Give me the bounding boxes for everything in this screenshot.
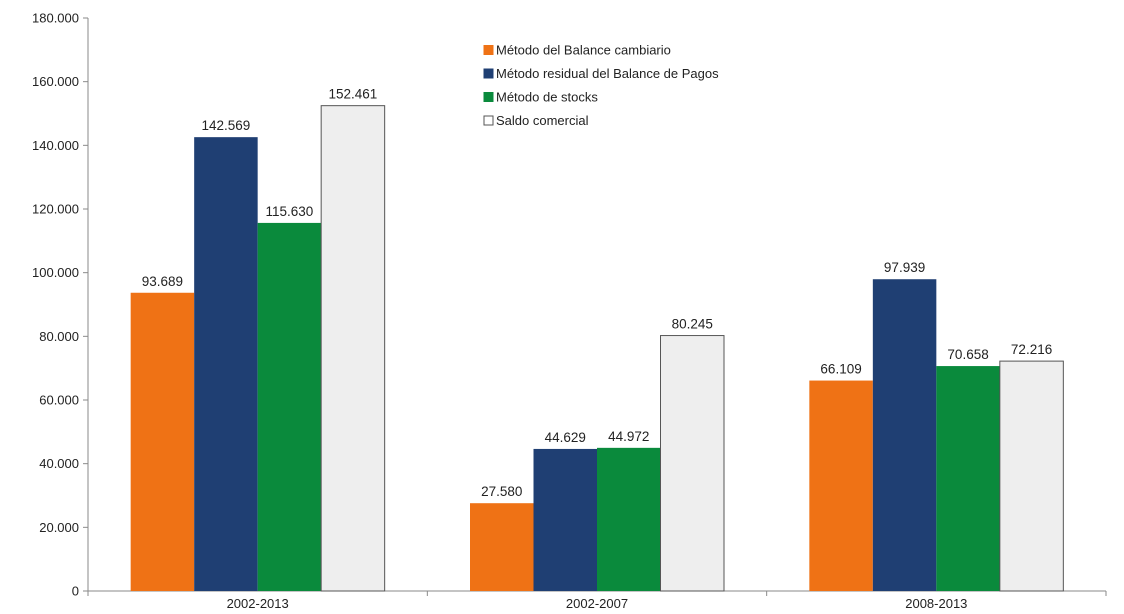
bar xyxy=(809,380,873,591)
legend-swatch xyxy=(483,115,494,126)
y-tick-label: 60.000 xyxy=(39,393,79,408)
y-tick-label: 80.000 xyxy=(39,329,79,344)
data-label: 80.245 xyxy=(672,317,713,332)
bar xyxy=(872,279,937,591)
y-tick-label: 0 xyxy=(72,584,79,599)
data-label: 70.658 xyxy=(947,347,988,362)
data-label: 97.939 xyxy=(884,260,925,275)
data-label: 44.972 xyxy=(608,429,649,444)
data-label: 44.629 xyxy=(545,430,586,445)
bar xyxy=(936,366,1000,591)
bar xyxy=(533,448,597,591)
bar xyxy=(597,447,661,591)
bar xyxy=(194,137,258,592)
data-label: 115.630 xyxy=(266,204,314,219)
y-tick-label: 40.000 xyxy=(39,456,79,471)
bar xyxy=(257,222,322,591)
y-tick-label: 180.000 xyxy=(32,11,79,26)
data-label: 142.569 xyxy=(202,118,251,133)
data-label: 66.109 xyxy=(820,362,861,377)
data-label: 93.689 xyxy=(142,274,183,289)
bar xyxy=(999,360,1064,592)
y-tick-label: 140.000 xyxy=(32,138,79,153)
bar xyxy=(130,292,195,591)
bars xyxy=(130,105,1064,592)
y-tick-label: 100.000 xyxy=(32,265,79,280)
x-category-label: 2002-2007 xyxy=(566,596,628,611)
legend-label: Método residual del Balance de Pagos xyxy=(496,66,719,81)
legend: Método del Balance cambiario Método resid… xyxy=(483,43,719,128)
legend-label: Saldo comercial xyxy=(496,113,589,128)
y-tick-label: 20.000 xyxy=(39,520,79,535)
legend-label: Método del Balance cambiario xyxy=(496,43,671,58)
y-tick-label: 120.000 xyxy=(32,202,79,217)
legend-swatch xyxy=(483,45,494,55)
x-category-label: 2008-2013 xyxy=(905,596,967,611)
data-label: 152.461 xyxy=(329,87,378,102)
legend-label: Método de stocks xyxy=(496,90,598,105)
legend-swatch xyxy=(483,92,494,102)
bar xyxy=(660,335,725,592)
x-category-label: 2002-2013 xyxy=(227,596,289,611)
y-tick-label: 160.000 xyxy=(32,74,79,89)
bar xyxy=(320,105,386,592)
bar xyxy=(470,503,534,591)
data-label: 27.580 xyxy=(481,484,522,499)
y-axis: 0 20.000 40.000 60.000 80.000 100.000 120.000 1… xyxy=(32,11,89,599)
legend-swatch xyxy=(483,68,494,79)
data-labels: 93.689 142.569 115.630 152.461 27.580 44.629 4… xyxy=(142,87,1052,500)
data-label: 72.216 xyxy=(1011,342,1052,357)
x-axis: 2002-2013 2002-2007 2008-2013 xyxy=(87,590,1107,611)
